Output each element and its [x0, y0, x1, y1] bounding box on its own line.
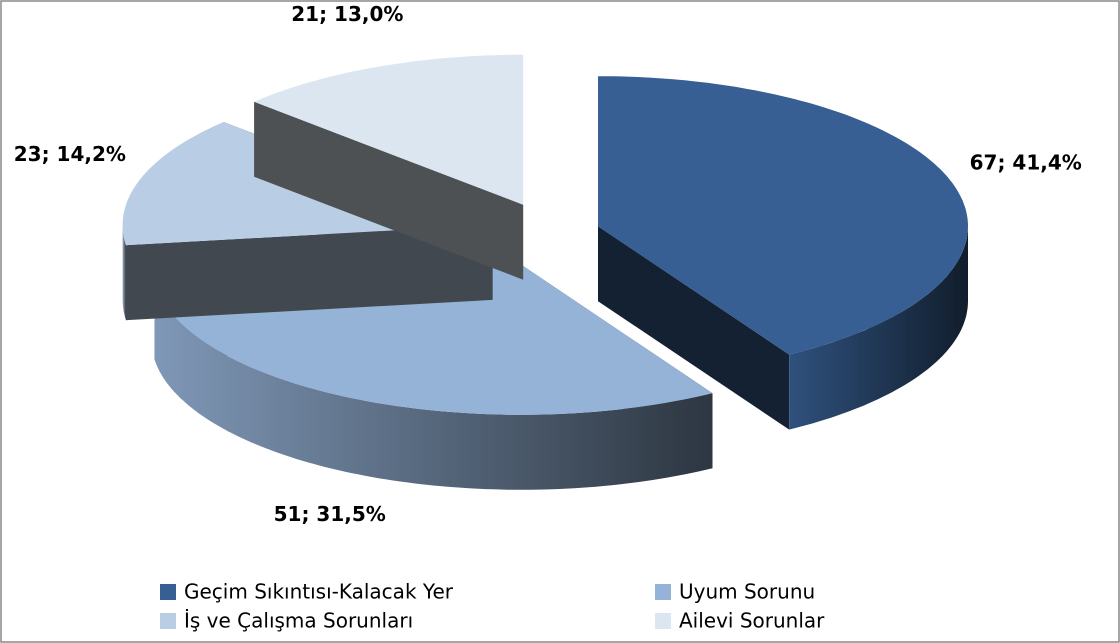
- slice-wall: [789, 226, 968, 430]
- legend-swatch: [160, 613, 176, 629]
- data-label: 51; 31,5%: [274, 502, 386, 526]
- slice-wall: [122, 224, 126, 321]
- data-label: 21; 13,0%: [291, 2, 403, 26]
- legend-swatch: [655, 613, 671, 629]
- legend-label: İş ve Çalışma Sorunları: [184, 609, 413, 633]
- legend-label: Uyum Sorunu: [679, 580, 815, 604]
- slice-wall: [154, 285, 713, 490]
- slice-side: [254, 101, 524, 280]
- pie-slice: [254, 54, 524, 205]
- legend-swatch: [655, 584, 671, 600]
- legend-label: Ailevi Sorunlar: [679, 609, 825, 633]
- data-label: 23; 14,2%: [14, 142, 126, 166]
- legend-swatch: [160, 584, 176, 600]
- data-label: 67; 41,4%: [970, 150, 1082, 174]
- slice-side: [598, 226, 790, 430]
- legend-label: Geçim Sıkıntısı-Kalacak Yer: [184, 580, 454, 604]
- pie-slice: [598, 76, 968, 355]
